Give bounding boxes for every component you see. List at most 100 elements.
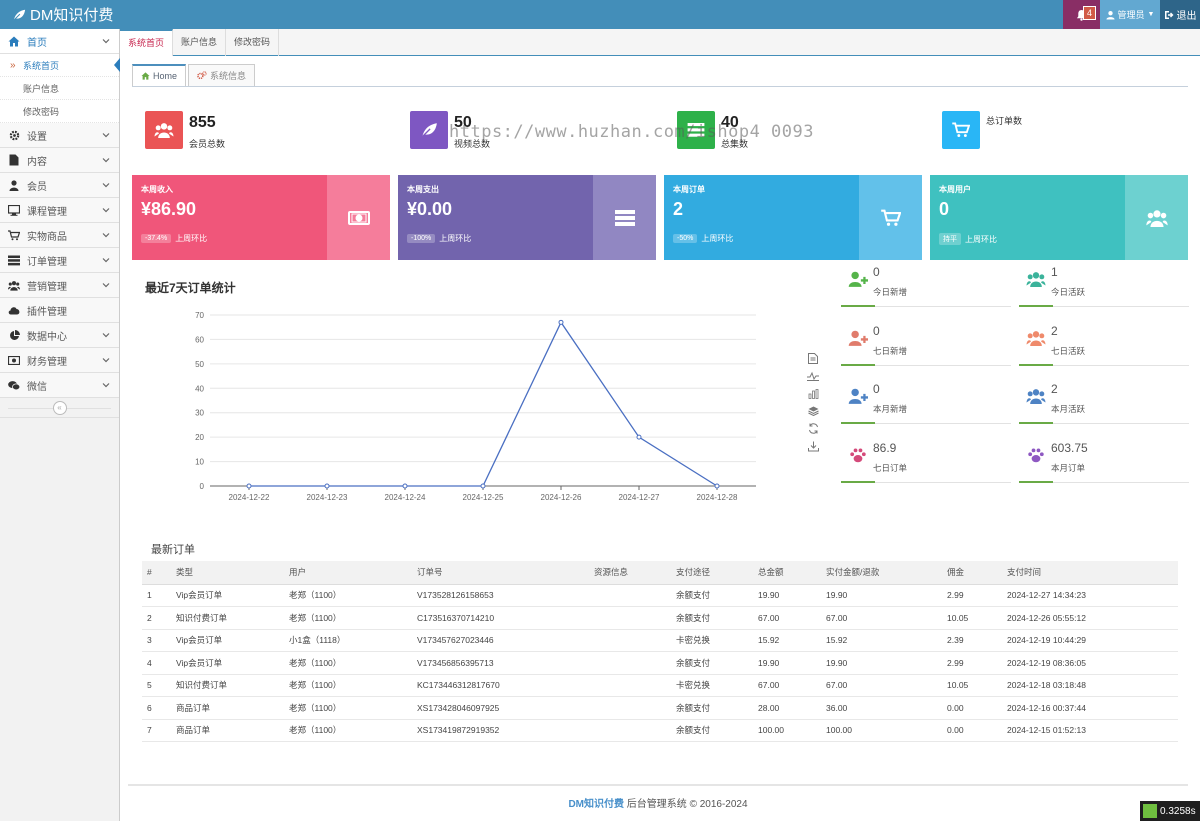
mini-stat-value: 2	[1051, 382, 1058, 396]
tab-account-info[interactable]: 账户信息	[173, 29, 227, 56]
logout-button[interactable]: 退出	[1160, 0, 1200, 29]
sidebar-subitem-account[interactable]: 账户信息	[0, 77, 119, 100]
chevron-down-icon	[102, 258, 110, 263]
table-cell: 100.00	[753, 719, 821, 742]
card-title: 本周用户	[939, 185, 971, 194]
bar-chart-icon[interactable]	[806, 387, 820, 401]
table-cell: 67.00	[753, 606, 821, 630]
sidebar-item-home[interactable]: 首页	[0, 29, 119, 54]
sidebar-item-plugins[interactable]: 插件管理	[0, 298, 119, 323]
column-header: 订单号	[412, 561, 589, 585]
line-chart-icon[interactable]	[806, 370, 820, 384]
footer-brand: DM知识付费	[568, 799, 625, 810]
sidebar-item-label: 设置	[27, 131, 47, 143]
top-navbar: DM知识付费 4 管理员 ▼ 退出	[0, 0, 1200, 29]
data-view-icon[interactable]	[806, 352, 820, 366]
watermark-text: https://www.huzhan.com/ishop4 0093	[449, 122, 814, 142]
table-cell: 2.99	[942, 651, 1002, 675]
table-row[interactable]: 4 Vip会员订单 老郑（1100） V173456856395713 余额支付 19.9…	[142, 651, 1178, 675]
x-tick-label: 2024-12-26	[541, 493, 582, 502]
tab-change-password[interactable]: 修改密码	[226, 29, 280, 56]
table-cell: 6	[142, 696, 171, 720]
home-icon	[141, 72, 150, 80]
table-cell: 余额支付	[671, 696, 753, 720]
chevron-down-icon	[102, 39, 110, 44]
table-cell: 36.00	[821, 696, 942, 720]
stat-label: 会员总数	[189, 139, 226, 149]
sidebar-item-label: 内容	[27, 156, 47, 168]
cart-icon	[859, 175, 922, 260]
table-row[interactable]: 5 知识付费订单 老郑（1100） KC173446312817670 卡密兑换 67.0…	[142, 674, 1178, 697]
mini-stat-label: 七日新增	[873, 346, 908, 356]
sign-out-icon	[1164, 10, 1173, 19]
change-pill: -100%	[407, 234, 436, 243]
table-cell: 28.00	[753, 696, 821, 720]
tab-divider	[132, 86, 1188, 87]
table-row[interactable]: 2 知识付费订单 老郑（1100） C173516370714210 余额支付 67.00…	[142, 606, 1178, 630]
card-foot: 上周环比	[439, 234, 472, 243]
sidebar-item-goods[interactable]: 实物商品	[0, 223, 119, 248]
table-cell: 2024-12-18 03:18:48	[1002, 674, 1178, 697]
users-icon	[1025, 327, 1047, 349]
sidebar-item-finance[interactable]: 财务管理	[0, 348, 119, 373]
card-title: 本周订单	[673, 185, 705, 194]
admin-label: 管理员	[1117, 10, 1145, 20]
admin-menu-button[interactable]: 管理员 ▼	[1100, 0, 1160, 29]
table-cell: 2024-12-19 10:44:29	[1002, 629, 1178, 652]
sidebar-collapse-button[interactable]: «	[0, 398, 119, 418]
sidebar-item-orders[interactable]: 订单管理	[0, 248, 119, 273]
restore-icon[interactable]	[806, 422, 820, 436]
sidebar-item-content[interactable]: 内容	[0, 148, 119, 173]
sidebar-item-courses[interactable]: 课程管理	[0, 198, 119, 223]
card-value: 2	[673, 199, 684, 219]
table-cell: 10.05	[942, 606, 1002, 630]
table-cell: 商品订单	[171, 719, 284, 742]
sidebar-item-marketing[interactable]: 营销管理	[0, 273, 119, 298]
mini-stat-value: 86.9	[873, 441, 897, 455]
table-row[interactable]: 6 商品订单 老郑（1100） XS173428046097925 余额支付 28.00 3…	[142, 696, 1178, 720]
mini-stat-label: 七日订单	[873, 463, 908, 473]
sidebar-item-members[interactable]: 会员	[0, 173, 119, 198]
table-row[interactable]: 3 Vip会员订单 小1盒（1118） V173457627023446 卡密兑换 15.…	[142, 629, 1178, 652]
table-row[interactable]: 7 商品订单 老郑（1100） XS173419872919352 余额支付 100.00…	[142, 719, 1178, 742]
tab-home[interactable]: Home	[132, 64, 187, 86]
sidebar-item-settings[interactable]: 设置	[0, 123, 119, 148]
sidebar-subitem-dashboard[interactable]: 系统首页	[0, 54, 120, 77]
stat-label: 视频总数	[454, 139, 491, 149]
y-tick-label: 50	[195, 360, 204, 369]
tab-system-info[interactable]: 系统信息	[188, 64, 256, 86]
brand-logo[interactable]: DM知识付费	[12, 4, 113, 25]
tab-dashboard[interactable]: 系统首页	[120, 29, 174, 56]
data-point	[324, 483, 330, 489]
table-cell: 19.90	[753, 651, 821, 675]
chevron-down-icon	[102, 283, 110, 288]
download-icon[interactable]	[806, 440, 820, 454]
sidebar-item-label: 插件管理	[27, 306, 67, 318]
column-header: 类型	[171, 561, 284, 585]
chevron-down-icon	[102, 383, 110, 388]
table-cell: Vip会员订单	[171, 629, 284, 652]
sidebar-item-label: 会员	[27, 181, 47, 193]
chevron-down-icon	[102, 133, 110, 138]
mini-stat-value: 603.75	[1051, 441, 1088, 455]
column-header: 佣金	[942, 561, 1002, 585]
sidebar-subitem-password[interactable]: 修改密码	[0, 100, 119, 123]
stack-icon[interactable]	[806, 405, 820, 419]
table-cell: 2.39	[942, 629, 1002, 652]
sidebar-item-data-center[interactable]: 数据中心	[0, 323, 119, 348]
gear-icon	[8, 129, 20, 141]
orders-table: # 类型 用户 订单号 资源信息 支付途径 总金额 实付金额/退款 佣金 支付时间 1 Vip会员订…	[142, 561, 1178, 742]
wechat-icon	[8, 379, 20, 391]
data-point	[558, 319, 564, 325]
table-cell: 余额支付	[671, 606, 753, 630]
chevron-down-icon	[102, 183, 110, 188]
data-point	[480, 483, 486, 489]
table-cell: 卡密兑换	[671, 629, 753, 652]
table-row[interactable]: 1 Vip会员订单 老郑（1100） V173528126158653 余额支付 19.9…	[142, 584, 1178, 607]
sidebar-item-wechat[interactable]: 微信	[0, 373, 119, 398]
table-cell: 3	[142, 629, 171, 652]
table-cell	[589, 629, 671, 652]
y-tick-label: 10	[195, 458, 204, 467]
notifications-button[interactable]: 4	[1063, 0, 1100, 29]
mini-stat-label: 本月订单	[1051, 463, 1086, 473]
